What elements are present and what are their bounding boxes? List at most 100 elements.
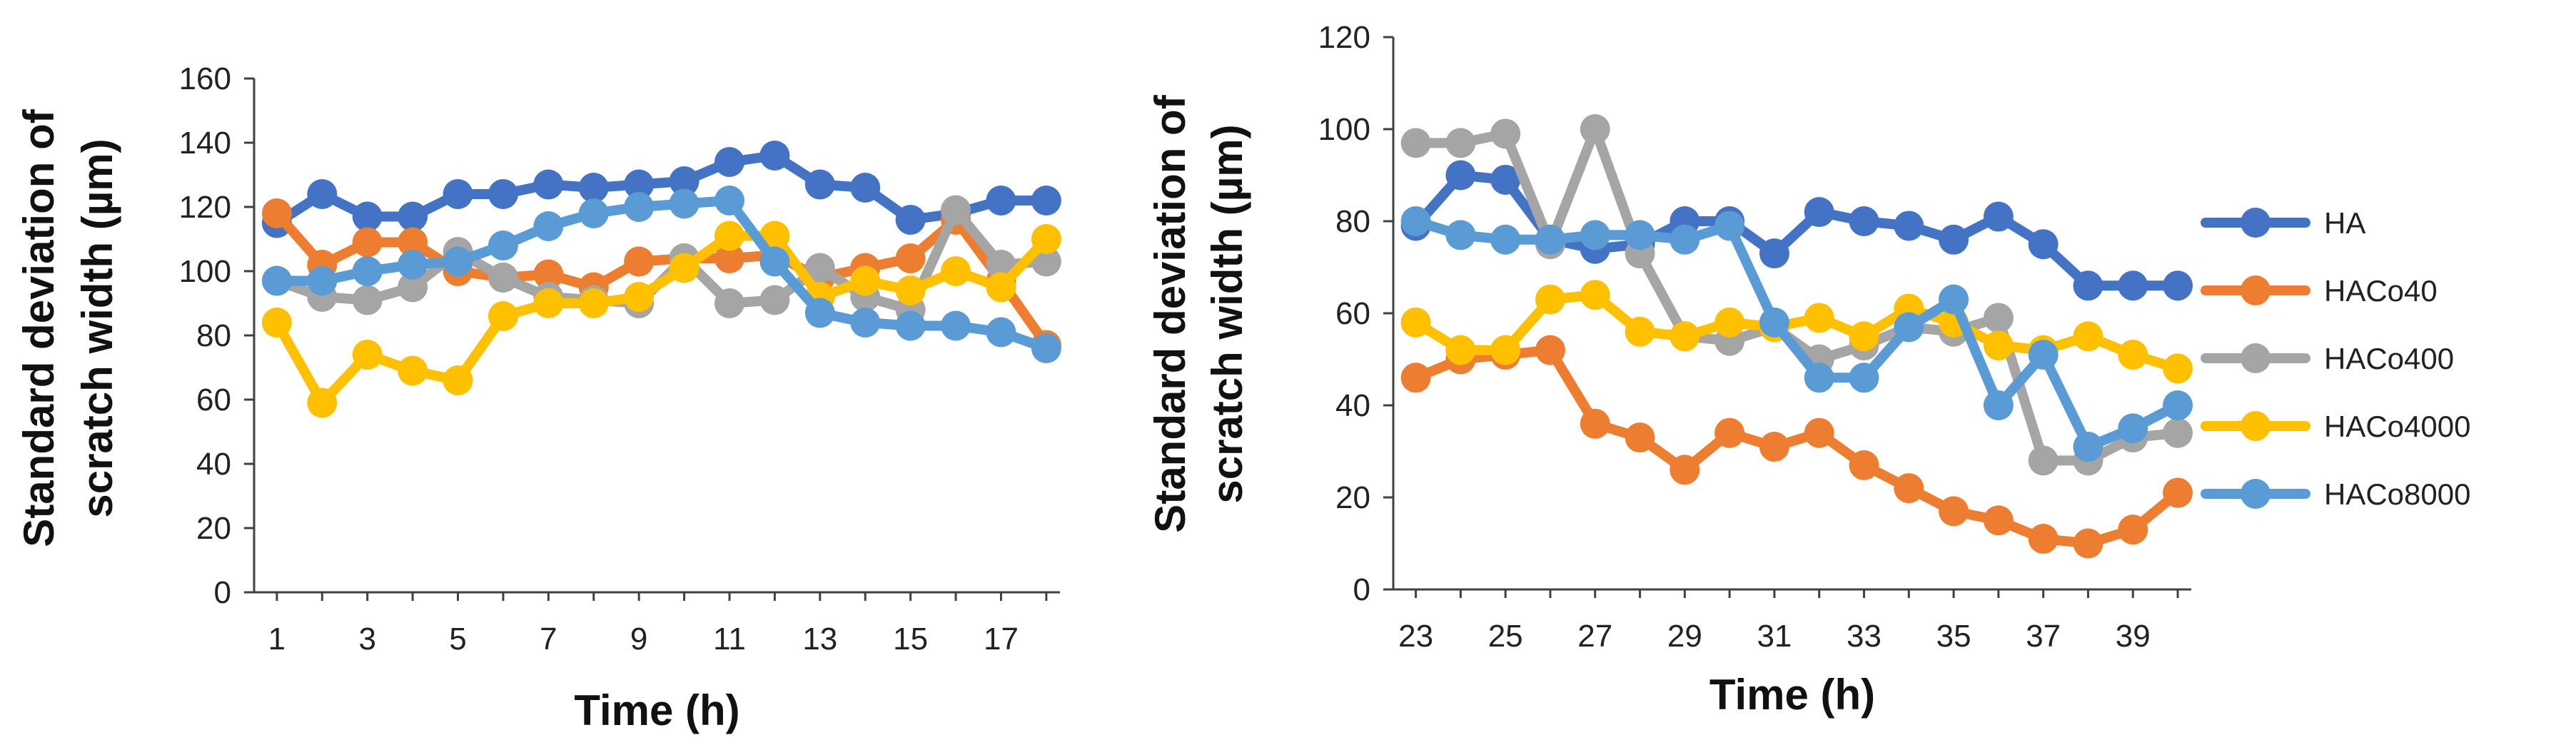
data-point-ha <box>895 205 926 235</box>
data-point-ha <box>443 179 473 209</box>
data-point-haco400 <box>804 253 835 283</box>
data-point-haco4000 <box>895 275 926 305</box>
x-tick-label: 31 <box>1757 619 1792 654</box>
data-point-haco40 <box>261 198 292 228</box>
x-tick-label: 39 <box>2116 619 2151 654</box>
y-tick-label: 40 <box>196 447 231 482</box>
data-point-haco40 <box>1759 432 1789 462</box>
legend-marker <box>2241 479 2271 509</box>
data-point-ha <box>2118 270 2148 301</box>
data-point-ha <box>488 179 518 209</box>
data-point-haco4000 <box>986 272 1016 303</box>
data-point-haco8000 <box>307 265 338 296</box>
data-point-ha <box>2073 270 2103 301</box>
data-point-haco4000 <box>533 288 564 318</box>
y-tick-label: 0 <box>214 575 231 610</box>
data-point-haco400 <box>714 288 744 318</box>
y-axis-title-line: Standard deviation of <box>15 108 63 547</box>
data-point-haco40 <box>714 243 744 273</box>
data-point-haco40 <box>1670 455 1700 485</box>
data-point-haco4000 <box>1714 307 1745 338</box>
data-point-haco4000 <box>1490 335 1521 365</box>
data-point-haco8000 <box>2073 432 2103 462</box>
series-line-haco8000 <box>1410 216 2183 452</box>
x-axis-title: Time (h) <box>1709 671 1875 719</box>
data-point-haco400 <box>488 263 518 293</box>
data-point-haco40 <box>1939 496 1969 527</box>
data-point-haco40 <box>1714 417 1745 448</box>
x-tick-label: 11 <box>713 622 746 657</box>
data-point-haco400 <box>941 195 971 226</box>
y-axis-title-line: Standard deviation of <box>1146 94 1194 532</box>
data-point-haco40 <box>352 227 383 258</box>
data-point-haco40 <box>398 227 428 258</box>
data-point-haco8000 <box>624 192 655 222</box>
data-point-haco4000 <box>352 340 383 370</box>
data-point-haco8000 <box>261 265 292 296</box>
data-point-ha <box>759 141 790 171</box>
x-tick-label: 23 <box>1398 619 1433 654</box>
data-point-haco4000 <box>2163 353 2193 384</box>
data-point-haco8000 <box>1670 224 1700 255</box>
data-point-ha <box>1490 164 1521 195</box>
legend-marker <box>2241 411 2271 441</box>
data-point-haco8000 <box>2163 390 2193 420</box>
data-point-ha <box>2028 229 2059 260</box>
y-tick-label: 140 <box>179 126 231 161</box>
data-point-haco8000 <box>941 310 971 341</box>
y-tick-label: 40 <box>1335 388 1370 423</box>
data-point-haco8000 <box>488 230 518 260</box>
data-point-ha <box>1445 160 1476 191</box>
y-tick-label: 100 <box>1318 112 1370 147</box>
data-point-haco8000 <box>398 250 428 280</box>
data-point-haco40 <box>1625 422 1655 453</box>
x-axis-title: Time (h) <box>574 686 739 734</box>
data-point-haco400 <box>759 285 790 315</box>
data-point-haco8000 <box>2118 413 2148 444</box>
y-tick-label: 20 <box>1335 480 1370 515</box>
x-tick-label: 13 <box>802 622 837 657</box>
data-point-haco8000 <box>850 308 881 338</box>
data-point-haco4000 <box>1625 316 1655 347</box>
data-point-haco4000 <box>624 282 655 312</box>
legend-item-haco40: HACo40 <box>2201 274 2438 308</box>
data-point-haco4000 <box>1400 307 1431 338</box>
legend-label: HA <box>2324 206 2365 240</box>
data-point-haco8000 <box>1031 333 1061 363</box>
data-point-haco8000 <box>1939 284 1969 315</box>
data-point-haco4000 <box>1983 330 2014 361</box>
data-point-ha <box>714 147 744 177</box>
data-point-ha <box>1031 186 1061 216</box>
data-point-ha <box>1894 211 1924 241</box>
data-point-haco40 <box>2073 528 2103 559</box>
legend-item-haco4000: HACo4000 <box>2201 410 2470 443</box>
legend-marker <box>2241 343 2271 373</box>
y-tick-label: 20 <box>196 511 231 546</box>
data-point-haco8000 <box>759 246 790 277</box>
data-point-haco40 <box>1894 473 1924 504</box>
data-point-haco4000 <box>2073 321 2103 352</box>
data-point-haco4000 <box>669 253 699 283</box>
data-point-haco8000 <box>1804 363 1834 393</box>
x-tick-label: 7 <box>540 622 557 657</box>
data-point-haco4000 <box>850 265 881 296</box>
data-point-haco400 <box>2163 417 2193 448</box>
data-point-ha <box>578 173 609 203</box>
data-point-haco8000 <box>895 310 926 341</box>
y-tick-label: 120 <box>1318 20 1370 55</box>
data-point-haco8000 <box>352 256 383 286</box>
data-point-haco40 <box>1849 450 1879 480</box>
data-point-haco40 <box>1580 408 1610 439</box>
data-point-haco8000 <box>1983 390 2014 420</box>
data-point-haco4000 <box>1804 303 1834 333</box>
data-point-haco8000 <box>1580 220 1610 250</box>
x-tick-label: 35 <box>1936 619 1971 654</box>
data-point-ha <box>533 169 564 200</box>
data-point-ha <box>986 186 1016 216</box>
data-point-haco40 <box>624 246 655 277</box>
data-point-ha <box>1983 201 2014 232</box>
x-tick-label: 3 <box>358 622 375 657</box>
data-point-haco8000 <box>669 188 699 219</box>
data-point-haco8000 <box>1714 211 1745 241</box>
data-point-haco400 <box>1445 128 1476 158</box>
